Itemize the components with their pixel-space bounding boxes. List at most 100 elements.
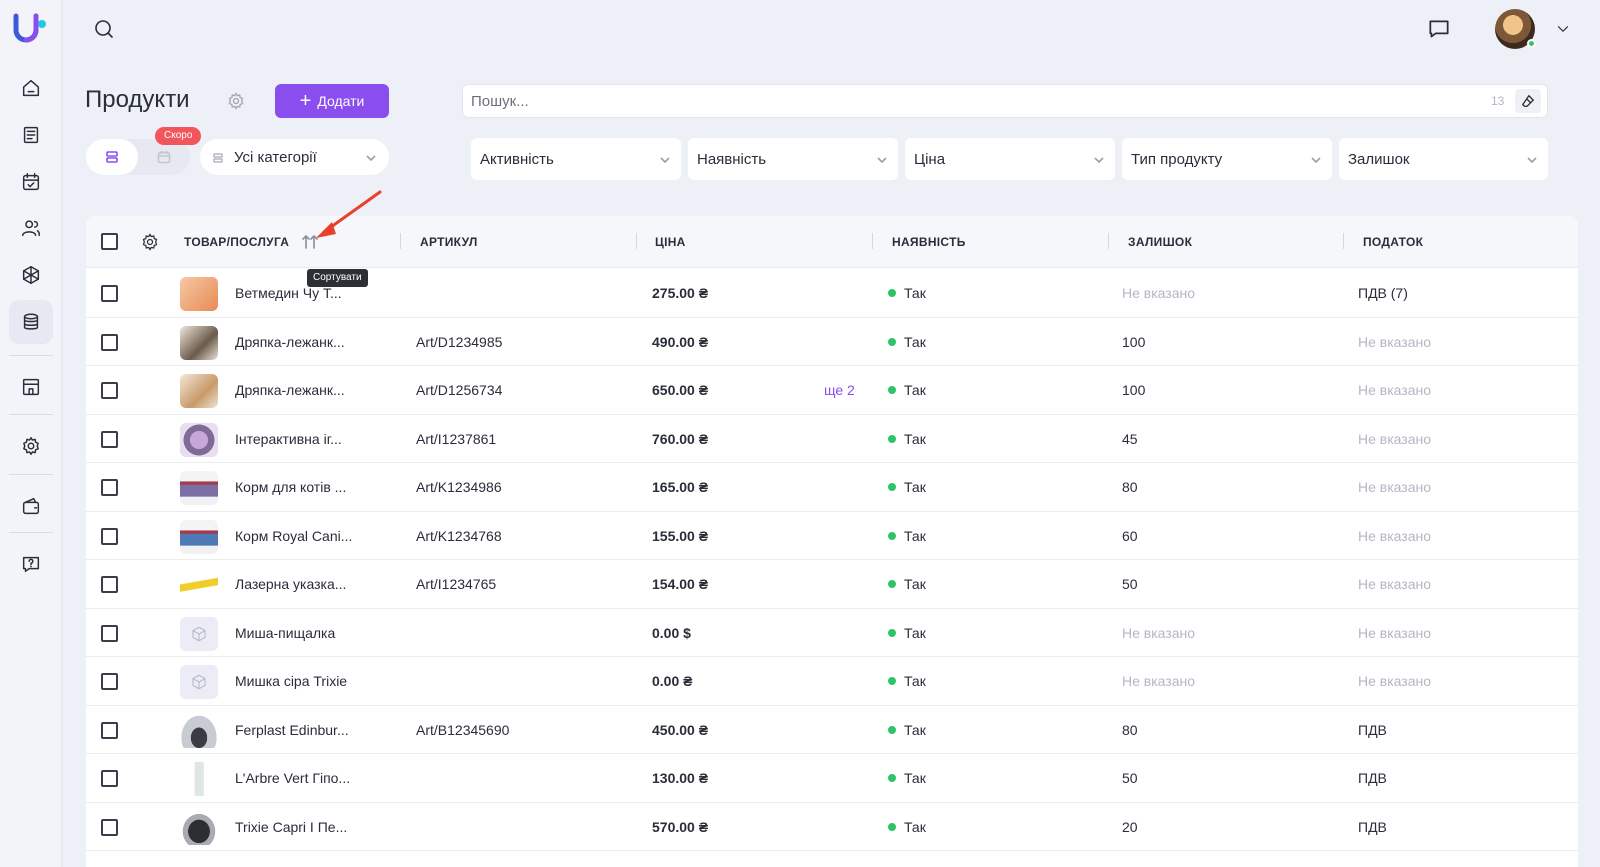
nav-finance[interactable]: [9, 484, 53, 528]
list-view-icon: [106, 151, 118, 163]
users-icon: [22, 220, 40, 237]
table-row[interactable]: Миша-пищалка 0.00 $ Так Не вказано Не вк…: [86, 609, 1578, 657]
product-tax: Не вказано: [1358, 430, 1432, 447]
list-view-button[interactable]: [86, 139, 138, 175]
product-thumbnail: [180, 519, 218, 554]
row-checkbox[interactable]: [101, 770, 118, 787]
nav-calendar[interactable]: [9, 160, 53, 204]
table-row[interactable]: Trixie Capri I Пе... 570.00 ₴ Так 20 ПДВ: [86, 803, 1578, 851]
nav-products[interactable]: [9, 300, 53, 344]
product-thumbnail: [180, 325, 218, 360]
page-settings-button[interactable]: [226, 91, 246, 111]
product-thumbnail: [180, 568, 218, 602]
table-row[interactable]: Корм для котів ... Art/K1234986 165.00 ₴…: [86, 463, 1578, 512]
column-header-price[interactable]: ЦІНА: [655, 235, 686, 249]
filter-stock[interactable]: Залишок: [1339, 138, 1548, 180]
row-checkbox[interactable]: [101, 818, 118, 836]
table-row[interactable]: L'Arbre Vert Гіпо... 130.00 ₴ Так 50 ПДВ: [86, 754, 1578, 803]
row-checkbox[interactable]: [101, 624, 118, 642]
sidebar: [0, 0, 62, 867]
table-row[interactable]: Дряпка-лежанк... Art/D1256734 650.00 ₴ щ…: [86, 366, 1578, 415]
nav-help[interactable]: [9, 542, 53, 586]
chat-icon[interactable]: [1426, 16, 1452, 42]
plus-icon: +: [299, 90, 312, 112]
filter-label: Тип продукту: [1131, 150, 1223, 168]
row-checkbox[interactable]: [101, 430, 118, 448]
row-checkbox[interactable]: [101, 285, 118, 302]
search-icon[interactable]: [92, 17, 116, 41]
row-checkbox[interactable]: [101, 479, 118, 496]
row-checkbox[interactable]: [101, 333, 118, 351]
availability-dot: [888, 531, 896, 540]
product-sku: Art/B12345690: [416, 721, 510, 738]
product-availability: Так: [904, 673, 926, 689]
table-row[interactable]: Ветмедин Чу Т... 275.00 ₴ Так Не вказано…: [86, 269, 1578, 318]
table-row[interactable]: Мишка сіра Trixie 0.00 ₴ Так Не вказано …: [86, 657, 1578, 706]
product-price: 154.00 ₴: [652, 576, 709, 592]
product-availability: Так: [904, 818, 926, 835]
product-availability: Так: [904, 479, 926, 495]
column-header-sku[interactable]: АРТИКУЛ: [420, 235, 478, 249]
select-all-checkbox[interactable]: [101, 233, 118, 250]
product-stock: 80: [1122, 721, 1138, 738]
product-price: 155.00 ₴: [652, 527, 709, 544]
product-stock: Не вказано: [1122, 285, 1196, 301]
row-checkbox[interactable]: [101, 527, 118, 545]
search-input[interactable]: [463, 85, 1423, 117]
gear-icon: [23, 437, 39, 455]
chevron-down-icon[interactable]: [1554, 20, 1572, 38]
filter-price[interactable]: Ціна: [905, 138, 1115, 180]
column-header-tax[interactable]: ПОДАТОК: [1363, 235, 1424, 249]
nav-home[interactable]: [9, 66, 53, 110]
product-stock: 60: [1122, 527, 1138, 544]
product-thumbnail: [180, 277, 218, 311]
product-tax: Не вказано: [1358, 624, 1432, 641]
product-price: 570.00 ₴: [652, 818, 709, 835]
row-checkbox[interactable]: [101, 576, 118, 593]
row-checkbox[interactable]: [101, 382, 118, 399]
add-product-button[interactable]: + Додати: [275, 84, 389, 118]
table-row[interactable]: Дряпка-лежанк... Art/D1234985 490.00 ₴ Т…: [86, 318, 1578, 366]
product-tax: ПДВ: [1358, 818, 1387, 835]
app-logo[interactable]: [12, 10, 48, 46]
table-row[interactable]: Ferplast Edinbur... Art/B12345690 450.00…: [86, 706, 1578, 754]
product-thumbnail: [180, 762, 218, 796]
product-availability: Так: [904, 430, 926, 447]
filter-label: Активність: [480, 150, 554, 168]
wallet-icon: [22, 497, 40, 515]
row-checkbox[interactable]: [101, 673, 118, 690]
availability-dot: [888, 337, 896, 346]
product-availability: Так: [904, 770, 926, 786]
product-placeholder-thumbnail: [180, 616, 218, 651]
nav-settings[interactable]: [9, 424, 53, 468]
nav-clients[interactable]: [9, 206, 53, 250]
column-header-stock[interactable]: ЗАЛИШОК: [1128, 235, 1193, 249]
cube-icon: [22, 266, 40, 284]
nav-documents[interactable]: [9, 113, 53, 157]
product-name: Дряпка-лежанк...: [235, 333, 345, 350]
calendar-view-button[interactable]: [138, 139, 190, 175]
table-row[interactable]: Інтерактивна іг... Art/I1237861 760.00 ₴…: [86, 415, 1578, 463]
columns-settings-button[interactable]: [140, 232, 160, 252]
database-icon: [23, 313, 39, 330]
nav-services[interactable]: [9, 253, 53, 297]
box-icon: [192, 674, 206, 690]
column-header-product[interactable]: ТОВАР/ПОСЛУГА: [184, 235, 290, 249]
gear-icon: [228, 92, 244, 110]
more-prices-link[interactable]: ще 2: [824, 382, 855, 398]
column-header-availability[interactable]: НАЯВНІСТЬ: [892, 235, 966, 249]
product-name: L'Arbre Vert Гіпо...: [235, 770, 351, 786]
table-row[interactable]: Лазерна указка... Art/I1234765 154.00 ₴ …: [86, 560, 1578, 609]
category-select[interactable]: Усі категорії: [200, 139, 389, 175]
product-availability: Так: [904, 382, 926, 398]
nav-store[interactable]: [9, 365, 53, 409]
table-row[interactable]: Корм Royal Cani... Art/K1234768 155.00 ₴…: [86, 512, 1578, 560]
row-checkbox[interactable]: [101, 721, 118, 739]
filter-product-type[interactable]: Тип продукту: [1122, 138, 1332, 180]
clear-search-button[interactable]: [1515, 89, 1541, 113]
product-price: 130.00 ₴: [652, 770, 709, 786]
filter-activity[interactable]: Активність: [471, 138, 681, 180]
filter-availability[interactable]: Наявність: [688, 138, 898, 180]
product-availability: Так: [904, 576, 926, 592]
product-name: Інтерактивна іг...: [235, 430, 342, 447]
